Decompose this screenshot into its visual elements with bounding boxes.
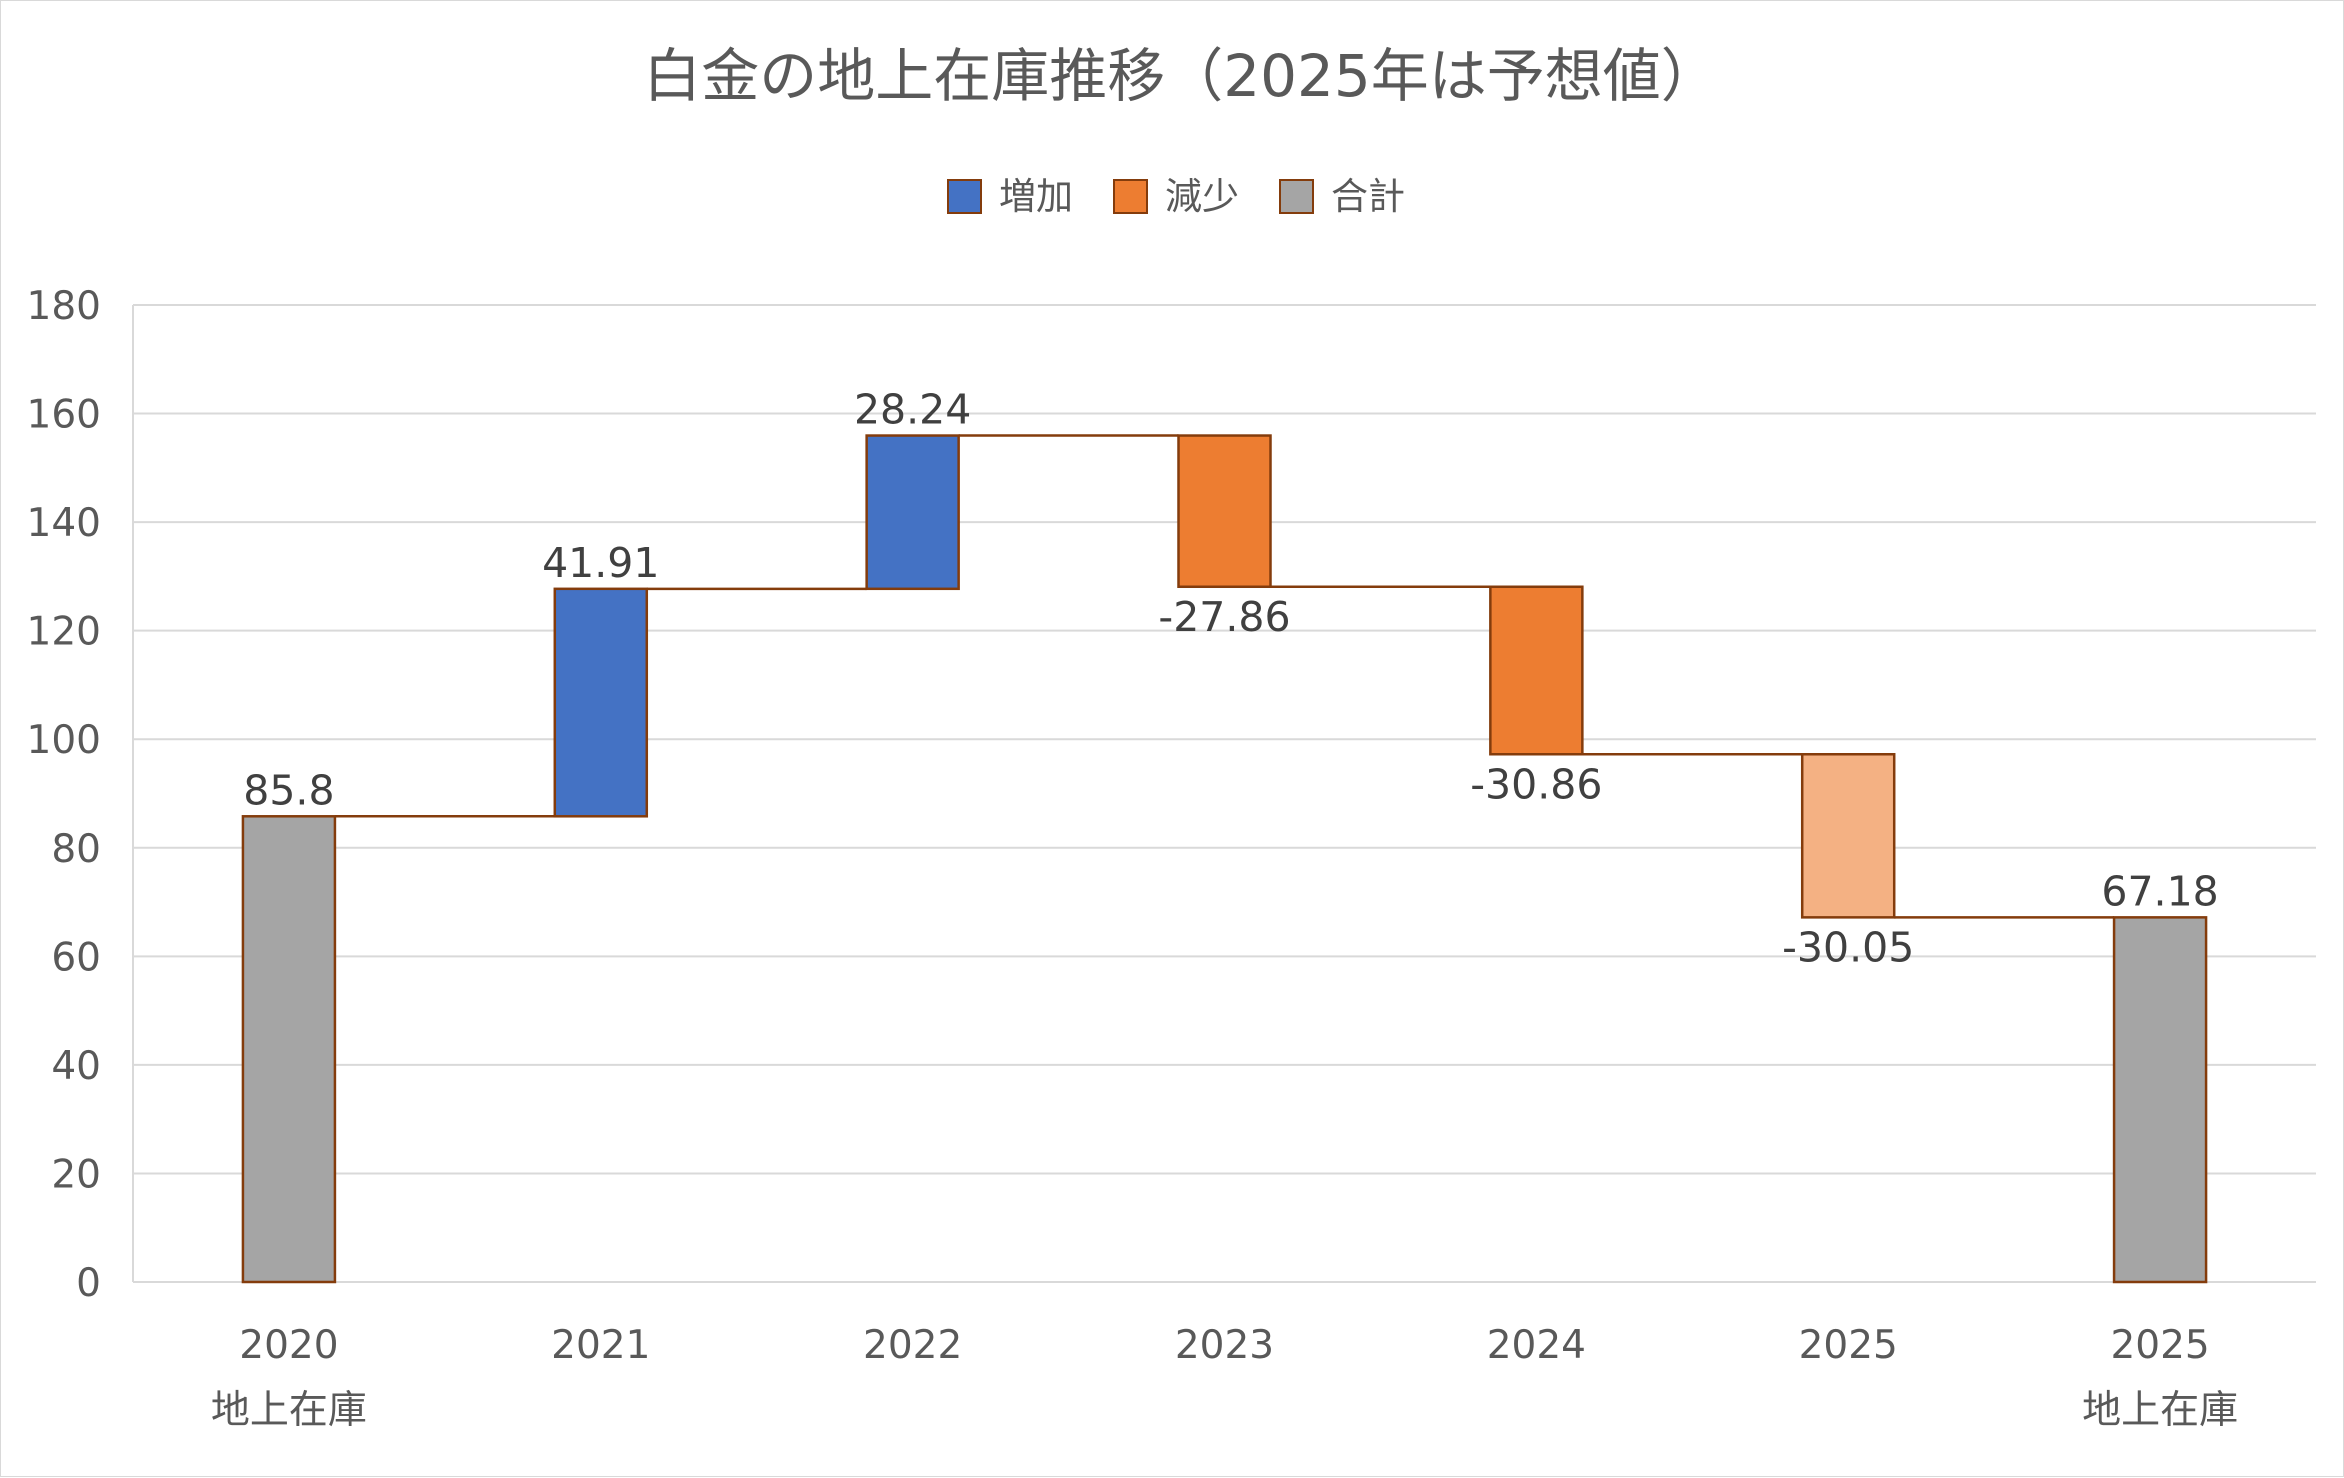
x-axis-categories: 2020 地上在庫 2021 2022 2023 2024 2025 2025 地上在庫	[211, 1323, 2238, 1433]
y-tick-label: 120	[27, 610, 101, 655]
y-tick-label: 160	[27, 393, 101, 438]
data-label: -30.86	[1470, 760, 1602, 808]
chart-title: 白金の地上在庫推移（2025年は予想値）	[643, 42, 1719, 110]
category-year-label: 2024	[1487, 1323, 1586, 1368]
bar-increase	[553, 587, 649, 818]
category-sub-label: 地上在庫	[211, 1388, 367, 1433]
legend-label-total: 合計	[1331, 175, 1405, 218]
data-label: 28.24	[854, 386, 971, 434]
legend-label-increase: 増加	[999, 175, 1073, 218]
connector-lines	[334, 434, 2115, 919]
y-tick-label: 100	[27, 718, 101, 763]
gridlines	[132, 304, 2316, 1283]
bar-total	[2112, 916, 2208, 1284]
y-tick-label: 60	[51, 935, 101, 980]
category-year-label: 2023	[1175, 1323, 1274, 1368]
y-tick-label: 80	[51, 827, 101, 872]
bar-decrease	[1489, 585, 1584, 756]
bar-decrease_forecast	[1800, 753, 1896, 919]
bar-total	[241, 815, 337, 1284]
category-year-label: 2022	[863, 1323, 962, 1368]
legend-swatch-total	[1279, 179, 1314, 214]
y-tick-label: 140	[27, 501, 101, 546]
chart-legend: 増加 減少 合計	[947, 175, 1405, 218]
category-sub-label: 地上在庫	[2082, 1388, 2238, 1433]
category-year-label: 2025	[1799, 1323, 1898, 1368]
data-labels: 85.8 41.91 28.24 -27.86 -30.86 -30.05 67.18	[243, 386, 2218, 972]
y-tick-label: 0	[76, 1261, 101, 1306]
category-year-label: 2021	[551, 1323, 650, 1368]
data-label: -30.05	[1782, 923, 1914, 971]
y-tick-label: 20	[51, 1152, 101, 1197]
bar-increase	[865, 434, 960, 591]
legend-swatch-increase	[947, 179, 982, 214]
data-label: 85.8	[243, 766, 334, 814]
data-label: 41.91	[542, 539, 659, 587]
y-tick-label: 180	[27, 284, 101, 329]
y-axis-ticks: 0 20 40 60 80 100 120 140 160 180	[27, 284, 101, 1306]
category-year-label: 2025	[2110, 1323, 2209, 1368]
legend-label-decrease: 減少	[1165, 175, 1239, 218]
bar-decrease	[1177, 434, 1272, 589]
legend-swatch-decrease	[1113, 179, 1148, 214]
data-label: -27.86	[1158, 593, 1290, 641]
data-label: 67.18	[2101, 867, 2218, 915]
bars	[241, 434, 2208, 1284]
y-tick-label: 40	[51, 1044, 101, 1089]
category-year-label: 2020	[239, 1323, 338, 1368]
